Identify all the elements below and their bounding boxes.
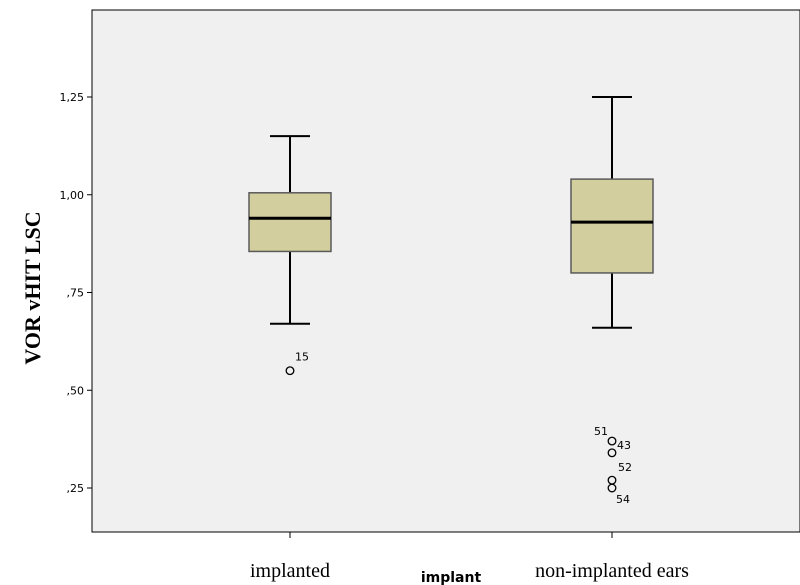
y-tick-label: 1,25	[60, 91, 85, 104]
outlier-point	[607, 483, 617, 493]
y-tick-label: ,75	[67, 287, 85, 300]
y-tick-label: 1,00	[60, 189, 85, 202]
plot-area	[91, 9, 800, 533]
outlier-label: 15	[295, 351, 309, 364]
x-axis: implanted non-implanted ears	[250, 532, 689, 582]
y-axis: ,25 ,50 ,75 1,00 1,25	[60, 91, 92, 495]
outlier-label: 54	[616, 493, 630, 506]
outlier-label: 52	[618, 461, 632, 474]
outlier-point	[607, 448, 617, 458]
y-tick-label: ,25	[67, 482, 85, 495]
x-axis-label: implant	[421, 570, 482, 585]
outlier-point	[607, 436, 617, 446]
x-tick-label: implanted	[250, 560, 330, 582]
x-tick-label: non-implanted ears	[535, 560, 689, 582]
boxes: 15 51 43 52 54	[248, 96, 654, 506]
box-group: 51 43 52 54	[570, 96, 654, 506]
outlier-label: 51	[594, 425, 608, 438]
box-group: 15	[248, 135, 332, 376]
box-iqr	[570, 178, 654, 274]
y-axis-label: VOR vHIT LSC	[20, 211, 45, 364]
box-iqr	[248, 192, 332, 253]
outlier-point	[285, 366, 295, 376]
y-tick-label: ,50	[67, 384, 85, 397]
outlier-label: 43	[617, 439, 631, 452]
